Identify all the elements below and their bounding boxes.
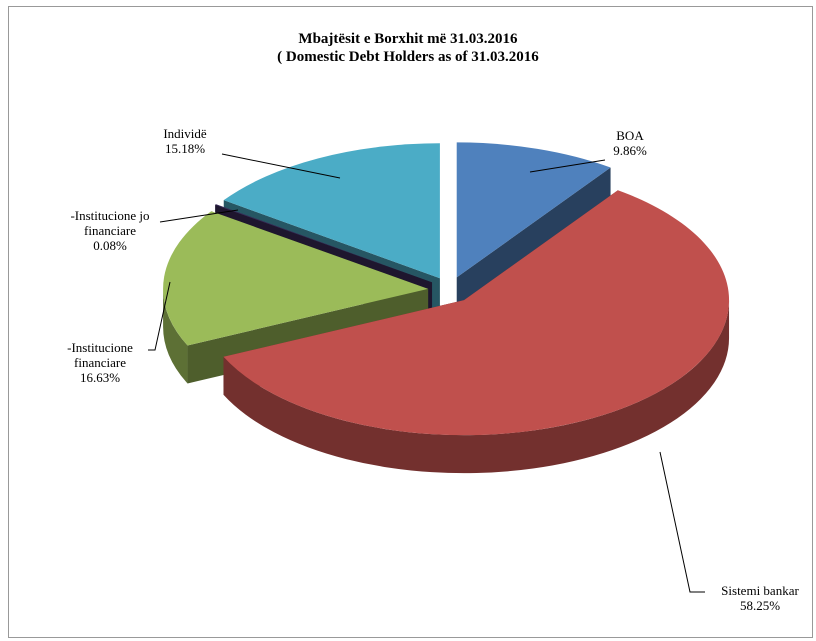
- slice-top: [223, 190, 730, 436]
- slice-side: [163, 288, 188, 384]
- slice-value-label: 58.25%: [739, 598, 781, 613]
- slice-top: [223, 143, 440, 279]
- slice-value-label: 16.63%: [79, 370, 121, 385]
- leader-line: [159, 209, 239, 223]
- leader-line: [659, 451, 705, 593]
- slice-value-label: 9.86%: [613, 143, 647, 158]
- slice-label: Individë: [163, 126, 207, 141]
- slice-side: [223, 300, 730, 474]
- slice-label: BOA: [616, 128, 644, 143]
- slice-top: [163, 211, 429, 346]
- slice-value-label: 15.18%: [164, 141, 206, 156]
- chart-subtitle: ( Domestic Debt Holders as of 31.03.2016: [277, 49, 539, 65]
- slice-top: [456, 142, 611, 278]
- slice-label: Sistemi bankar: [721, 583, 799, 598]
- chart-title: Mbajtësit e Borxhit më 31.03.2016: [298, 31, 518, 47]
- slice-label: -Institucione financiare: [67, 340, 133, 370]
- leader-line: [529, 159, 606, 173]
- slice-value-label: 0.08%: [93, 238, 127, 253]
- slice-top: [215, 204, 433, 283]
- leader-line: [221, 153, 341, 179]
- leader-line: [148, 281, 171, 351]
- pie-slice: [223, 190, 730, 474]
- slice-label: -Institucione jo financiare: [70, 208, 150, 238]
- chart-frame: [8, 6, 813, 638]
